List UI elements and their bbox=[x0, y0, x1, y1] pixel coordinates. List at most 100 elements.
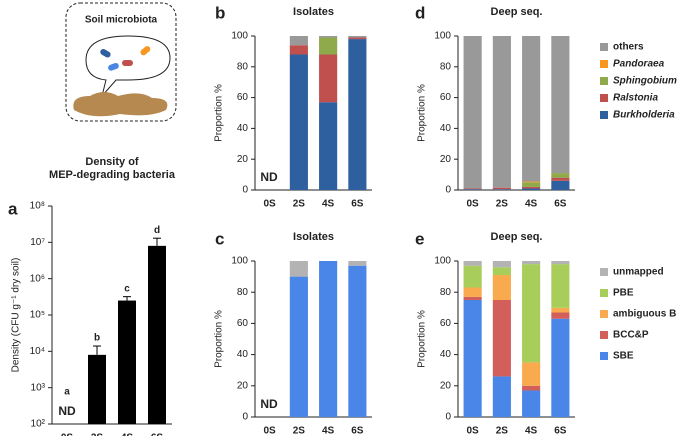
chart-title: Density of bbox=[85, 156, 139, 168]
legend-swatch bbox=[600, 60, 608, 68]
significance-letter: b bbox=[94, 333, 100, 344]
bar-segment bbox=[492, 36, 511, 188]
bar-segment bbox=[551, 173, 570, 178]
bar-segment bbox=[463, 261, 482, 266]
x-tick-label: 4S bbox=[525, 426, 538, 436]
bar-segment bbox=[551, 307, 570, 313]
y-tick-label: 10⁴ bbox=[30, 346, 45, 357]
bar-segment bbox=[463, 189, 482, 190]
y-tick-label: 20 bbox=[237, 154, 249, 165]
diagram-frame bbox=[65, 2, 177, 122]
x-tick-label: 0S bbox=[264, 426, 277, 436]
x-tick-label: 0S bbox=[264, 199, 277, 210]
y-tick-label: 40 bbox=[237, 349, 249, 360]
legend-swatch bbox=[600, 352, 608, 360]
bar-segment bbox=[492, 267, 511, 276]
bar-segment bbox=[492, 275, 511, 300]
x-tick-label: 6S bbox=[554, 426, 567, 436]
y-tick-label: 40 bbox=[440, 349, 452, 360]
bar-segment bbox=[522, 36, 541, 182]
legend-label: others bbox=[613, 42, 644, 53]
x-tick-label: 2S bbox=[293, 199, 306, 210]
panel-letter: d bbox=[415, 3, 425, 22]
legend-swatch bbox=[600, 268, 608, 276]
significance-letter: a bbox=[64, 387, 70, 398]
y-tick-label: 100 bbox=[434, 256, 451, 267]
bar-segment bbox=[522, 188, 541, 190]
bar-segment bbox=[551, 264, 570, 308]
bar-segment bbox=[289, 36, 308, 46]
bacterium bbox=[108, 62, 119, 71]
x-tick-label: 0S bbox=[467, 199, 480, 210]
y-tick-label: 0 bbox=[445, 412, 451, 423]
bar-segment bbox=[348, 36, 367, 38]
bar-segment bbox=[319, 54, 338, 103]
y-tick-label: 60 bbox=[440, 318, 452, 329]
legend-label: Sphingobium bbox=[613, 76, 677, 87]
chart-title: Isolates bbox=[293, 6, 334, 18]
bar-segment bbox=[551, 180, 570, 190]
panel-letter: b bbox=[215, 3, 225, 22]
bar-segment bbox=[522, 390, 541, 417]
legend-swatch bbox=[600, 77, 608, 85]
bar bbox=[88, 354, 106, 424]
bacterium bbox=[122, 60, 133, 66]
y-tick-label: 60 bbox=[440, 92, 452, 103]
y-tick-label: 40 bbox=[440, 123, 452, 134]
x-tick-label: 4S bbox=[525, 199, 538, 210]
bar-segment bbox=[492, 187, 511, 190]
y-tick-label: 10⁶ bbox=[30, 273, 45, 284]
bar-segment bbox=[348, 39, 367, 190]
y-tick-label: 10⁸ bbox=[30, 201, 45, 212]
bar-segment bbox=[463, 265, 482, 288]
bar-segment bbox=[289, 276, 308, 417]
panel-letter: a bbox=[8, 199, 18, 218]
y-tick-label: 10⁷ bbox=[30, 237, 45, 248]
bar-segment bbox=[463, 300, 482, 417]
x-tick-label: 6S bbox=[151, 433, 164, 436]
bar-segment bbox=[492, 261, 511, 268]
soil bbox=[73, 92, 168, 117]
y-tick-label: 0 bbox=[242, 412, 248, 423]
bar-segment bbox=[463, 296, 482, 300]
bacterium bbox=[140, 46, 151, 56]
y-tick-label: 20 bbox=[440, 154, 452, 165]
x-tick-label: 0S bbox=[61, 433, 74, 436]
legend-label: unmapped bbox=[613, 267, 664, 278]
panel-letter: e bbox=[415, 229, 424, 248]
bacterium bbox=[100, 49, 111, 58]
bar-segment bbox=[551, 261, 570, 265]
bar-segment bbox=[522, 264, 541, 363]
y-tick-label: 0 bbox=[242, 185, 248, 196]
y-tick-label: 80 bbox=[440, 287, 452, 298]
bar-segment bbox=[289, 261, 308, 277]
chart-title: MEP-degrading bacteria bbox=[49, 169, 176, 181]
legend-swatch bbox=[600, 43, 608, 51]
x-tick-label: 0S bbox=[467, 426, 480, 436]
bar-segment bbox=[522, 362, 541, 386]
annotation: ND bbox=[260, 170, 278, 184]
x-tick-label: 6S bbox=[351, 199, 364, 210]
bar bbox=[148, 245, 166, 424]
chart-title: Deep seq. bbox=[491, 6, 543, 18]
legend-label: Burkholderia bbox=[613, 110, 675, 121]
x-tick-label: 4S bbox=[322, 199, 335, 210]
significance-letter: c bbox=[124, 283, 130, 294]
bar-segment bbox=[463, 188, 482, 190]
y-tick-label: 100 bbox=[231, 31, 248, 42]
bar-segment bbox=[522, 182, 541, 187]
y-tick-label: 40 bbox=[237, 123, 249, 134]
bar-segment bbox=[319, 261, 338, 417]
chart-title: Isolates bbox=[293, 231, 334, 243]
x-tick-label: 2S bbox=[496, 199, 509, 210]
x-tick-label: 4S bbox=[121, 433, 134, 436]
bar-segment bbox=[348, 265, 367, 417]
significance-letter: d bbox=[154, 225, 160, 236]
bar-segment bbox=[289, 54, 308, 191]
bar-segment bbox=[463, 287, 482, 297]
bar-segment bbox=[319, 37, 338, 55]
bar-segment bbox=[522, 181, 541, 183]
bar-segment bbox=[348, 261, 367, 266]
y-tick-label: 100 bbox=[434, 31, 451, 42]
